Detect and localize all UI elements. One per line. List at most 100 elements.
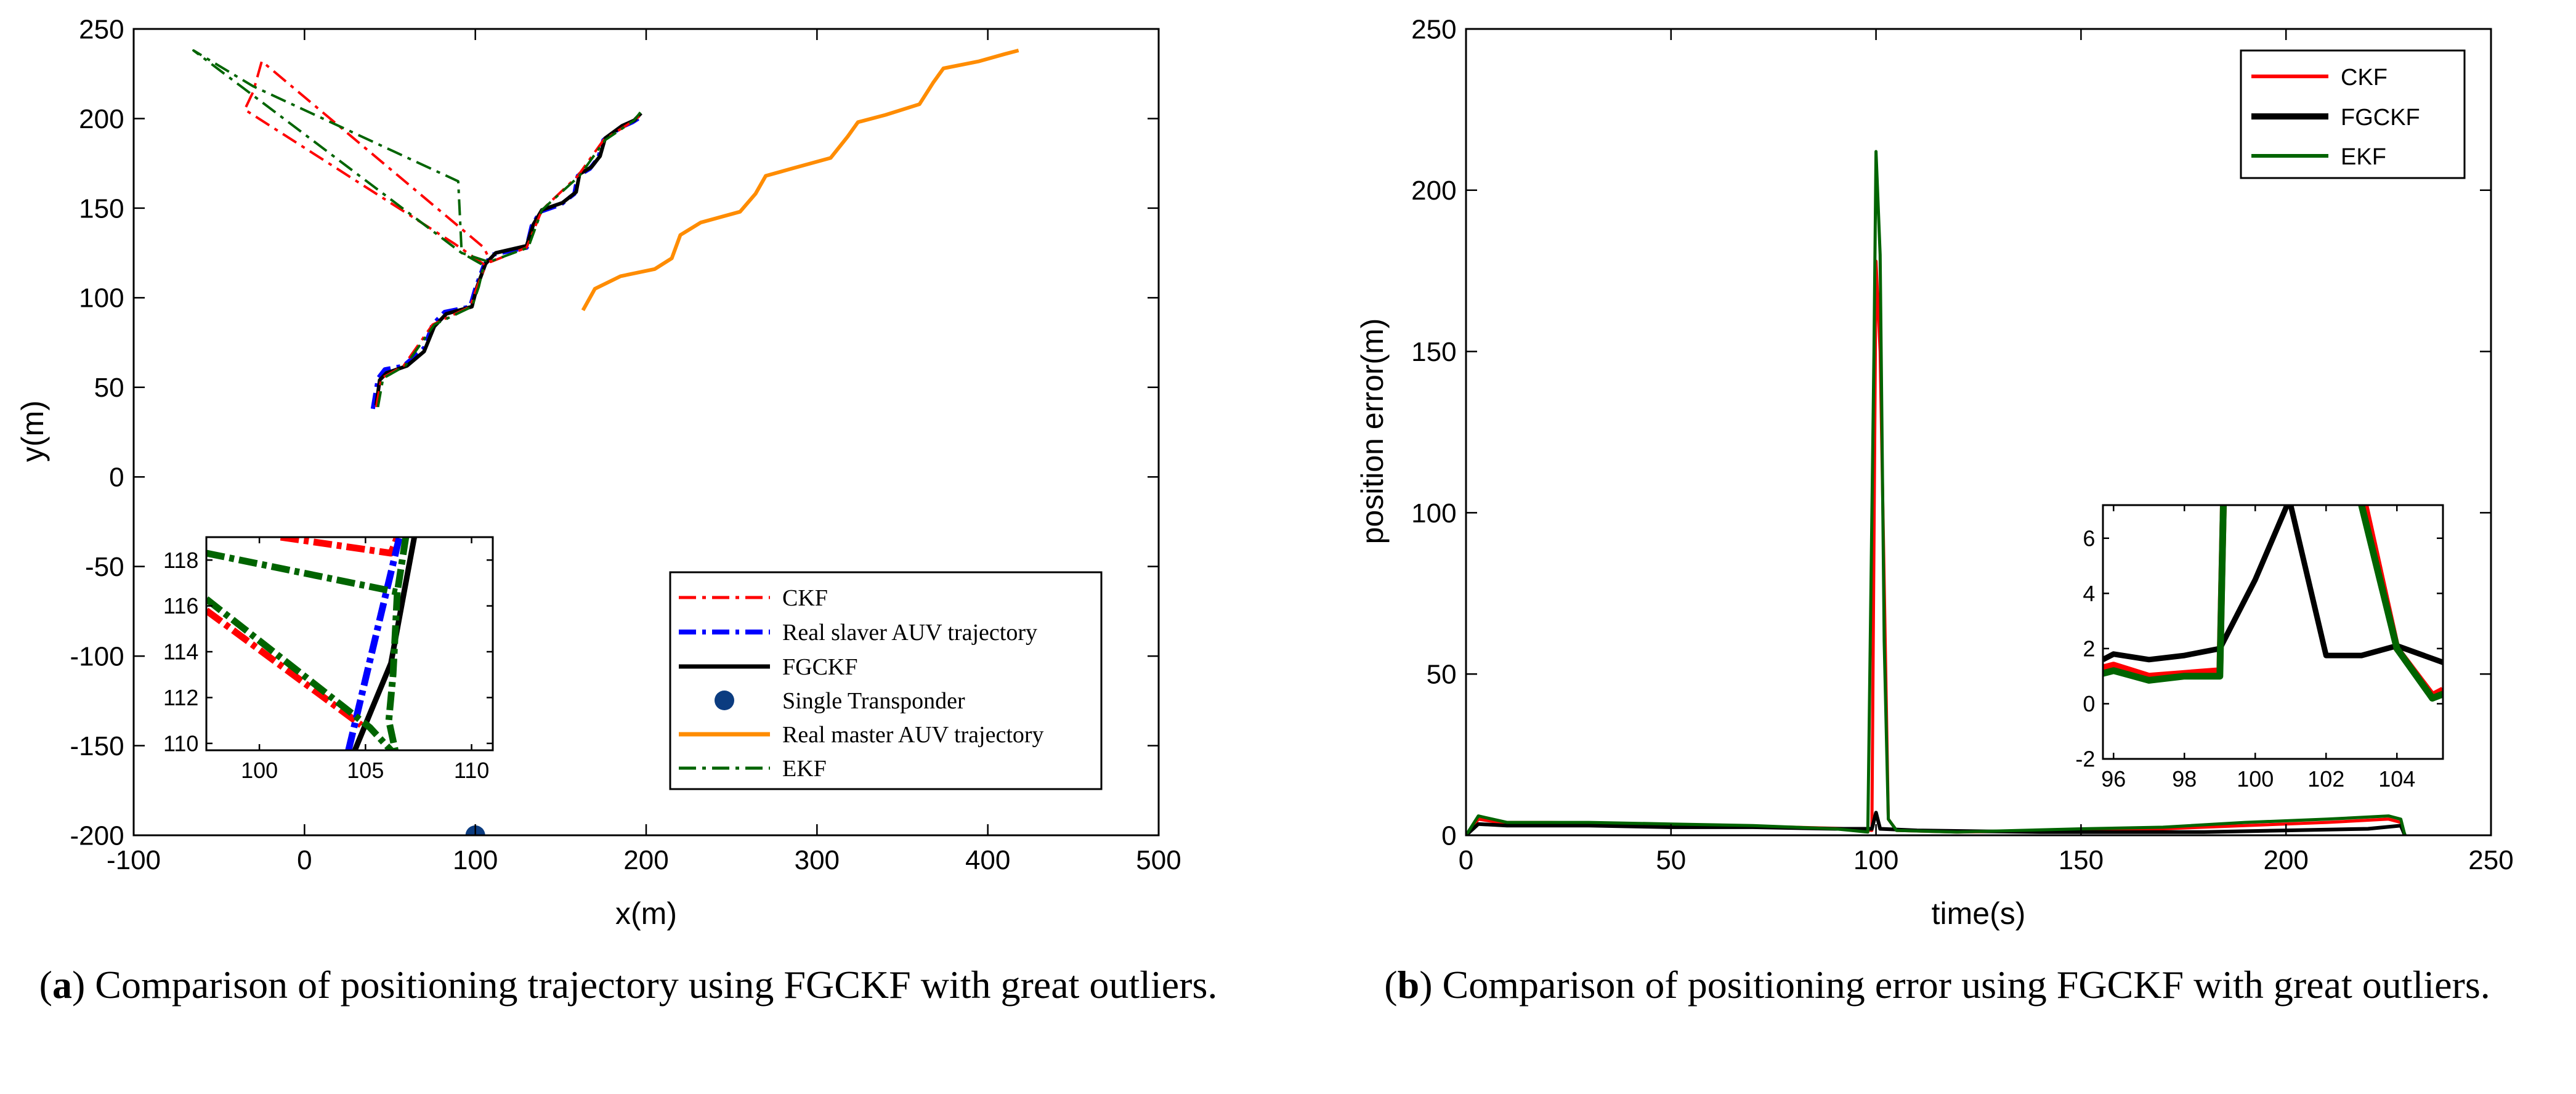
error-inset-frame [2102,504,2444,760]
trajectory-xtick-label: 100 [453,845,498,875]
trajectory-inset-xtick-label: 110 [454,758,489,783]
caption-a-text: Comparison of positioning trajectory usi… [85,963,1218,1007]
error-ytick-label: 50 [1427,660,1457,690]
trajectory-inset-series-ckf [280,537,401,557]
trajectory-legend: CKF Real slaver AUV trajectory FGCKF Sin… [669,571,1103,790]
legend-label-transponder: Single Transponder [782,688,965,714]
caption-b-text: Comparison of positioning error using FG… [1432,963,2490,1007]
error-x-ticks: 0 50 100 150 200 250 [1459,29,2514,875]
trajectory-xlabel: x(m) [615,896,677,931]
caption-a-letter: a [52,963,72,1007]
trajectory-x-ticks: -100 0 100 200 300 400 500 [107,29,1181,875]
legend-label-master: Real master AUV trajectory [782,722,1044,748]
error-ytick-label: 0 [1441,820,1456,851]
trajectory-series-fgckf [374,111,642,406]
trajectory-inset-frame [205,536,494,752]
trajectory-series-real-slaver-auv-trajectory [370,115,642,410]
trajectory-series-ckf [243,60,642,408]
caption-b-letter: b [1397,963,1420,1007]
legend-label-slaver: Real slaver AUV trajectory [782,620,1037,646]
error-ylabel: position error(m) [1355,318,1390,545]
error-legend-label-fgckf: FGCKF [2341,105,2420,131]
trajectory-inset-ytick-label: 116 [163,593,198,618]
error-inset-series-ekf [2103,505,2227,684]
error-legend: CKF FGCKF EKF [2240,49,2466,179]
error-inset-series-fgckf [2103,505,2443,665]
error-inset-ytick-label: -2 [2075,747,2095,772]
error-xtick-label: 100 [1853,845,1898,875]
error-y-ticks: 0 50 100 150 200 250 [1411,14,2491,851]
legend-label-ekf: EKF [782,756,827,782]
error-ytick-label: 250 [1411,14,1456,44]
error-xtick-label: 250 [2468,845,2513,875]
trajectory-y-ticks: -200 -150 -100 -50 0 50 100 150 200 250 [70,14,1159,851]
trajectory-ytick-label: 50 [94,373,124,403]
error-inset-ytick-label: 0 [2083,691,2095,716]
trajectory-ytick-label: 0 [109,463,124,493]
error-inset-x-ticks: 96 98 100 102 104 [2101,505,2415,792]
error-inset-xtick-label: 102 [2307,766,2344,792]
error-legend-label-ckf: CKF [2341,65,2388,91]
trajectory-inset-ytick-label: 110 [163,731,198,756]
error-inset-ytick-label: 2 [2083,636,2095,661]
error-inset-ytick-label: 6 [2083,525,2095,551]
trajectory-ytick-label: 150 [79,193,124,224]
error-series-ekf [1466,150,2407,835]
trajectory-chart: -100 0 100 200 300 400 500 -200 -150 -100 -50 0 50 1… [15,14,1181,931]
trajectory-ytick-label: -100 [70,642,124,672]
error-xtick-label: 200 [2263,845,2308,875]
error-inset-xtick-label: 104 [2378,766,2415,792]
trajectory-ylabel: y(m) [15,400,50,462]
error-plot-area [1465,28,2492,837]
error-inset-bg [2103,505,2443,759]
trajectory-inset-ytick-label: 114 [163,639,198,665]
error-inset-y-ticks: -2 0 2 4 6 [2075,525,2443,772]
error-inset-ytick-label: 4 [2083,581,2095,606]
error-xlabel: time(s) [1932,896,2026,931]
caption-b: (b) Comparison of positioning error usin… [1384,963,2490,1007]
error-inset-xtick-label: 96 [2101,766,2126,792]
trajectory-series-ekf [192,49,642,408]
trajectory-ytick-label: -200 [70,820,124,851]
trajectory-inset-xtick-label: 100 [241,758,278,783]
trajectory-inset: 100 105 110 110 112 114 116 118 [163,536,494,783]
error-inset-xtick-label: 100 [2237,766,2274,792]
error-xtick-label: 50 [1656,845,1686,875]
trajectory-legend-box [669,571,1103,790]
trajectory-ytick-label: 250 [79,14,124,44]
error-inset-series-group [2103,505,2443,702]
trajectory-inset-y-ticks: 110 112 114 116 118 [163,548,493,756]
trajectory-ytick-label: -150 [70,731,124,761]
trajectory-xtick-label: 400 [965,845,1010,875]
trajectory-inset-ytick-label: 112 [163,685,198,710]
trajectory-ytick-label: 100 [79,283,124,314]
legend-label-ckf: CKF [782,585,828,611]
trajectory-ytick-label: -50 [85,552,124,582]
error-xtick-label: 150 [2059,845,2104,875]
trajectory-xtick-label: 500 [1136,845,1181,875]
trajectory-inset-series-group [206,537,418,750]
trajectory-xtick-label: 0 [297,845,312,875]
trajectory-inset-x-ticks: 100 105 110 [241,537,489,783]
trajectory-inset-xtick-label: 105 [347,758,384,783]
error-xtick-label: 0 [1459,845,1473,875]
error-ytick-label: 100 [1411,498,1456,529]
trajectory-inset-series-ckf-lower [206,607,363,728]
legend-swatch-transponder [715,691,734,710]
trajectory-inset-ytick-label: 118 [163,548,198,573]
error-inset-xtick-label: 98 [2172,766,2197,792]
trajectory-inset-series-ekf-lower [206,596,394,750]
caption-a: (a) Comparison of positioning trajectory… [39,963,1218,1007]
error-series-group [1466,150,2407,835]
trajectory-xtick-label: -100 [107,845,161,875]
error-inset: 96 98 100 102 104 -2 0 2 4 6 [2075,504,2444,792]
trajectory-ytick-label: 200 [79,104,124,134]
trajectory-series-real-master-auv-trajectory [581,48,1019,312]
trajectory-xtick-label: 200 [623,845,668,875]
trajectory-xtick-label: 300 [795,845,840,875]
error-ytick-label: 200 [1411,176,1456,206]
legend-label-fgckf: FGCKF [782,654,858,680]
trajectory-inset-series-ekf-mid [385,592,401,750]
